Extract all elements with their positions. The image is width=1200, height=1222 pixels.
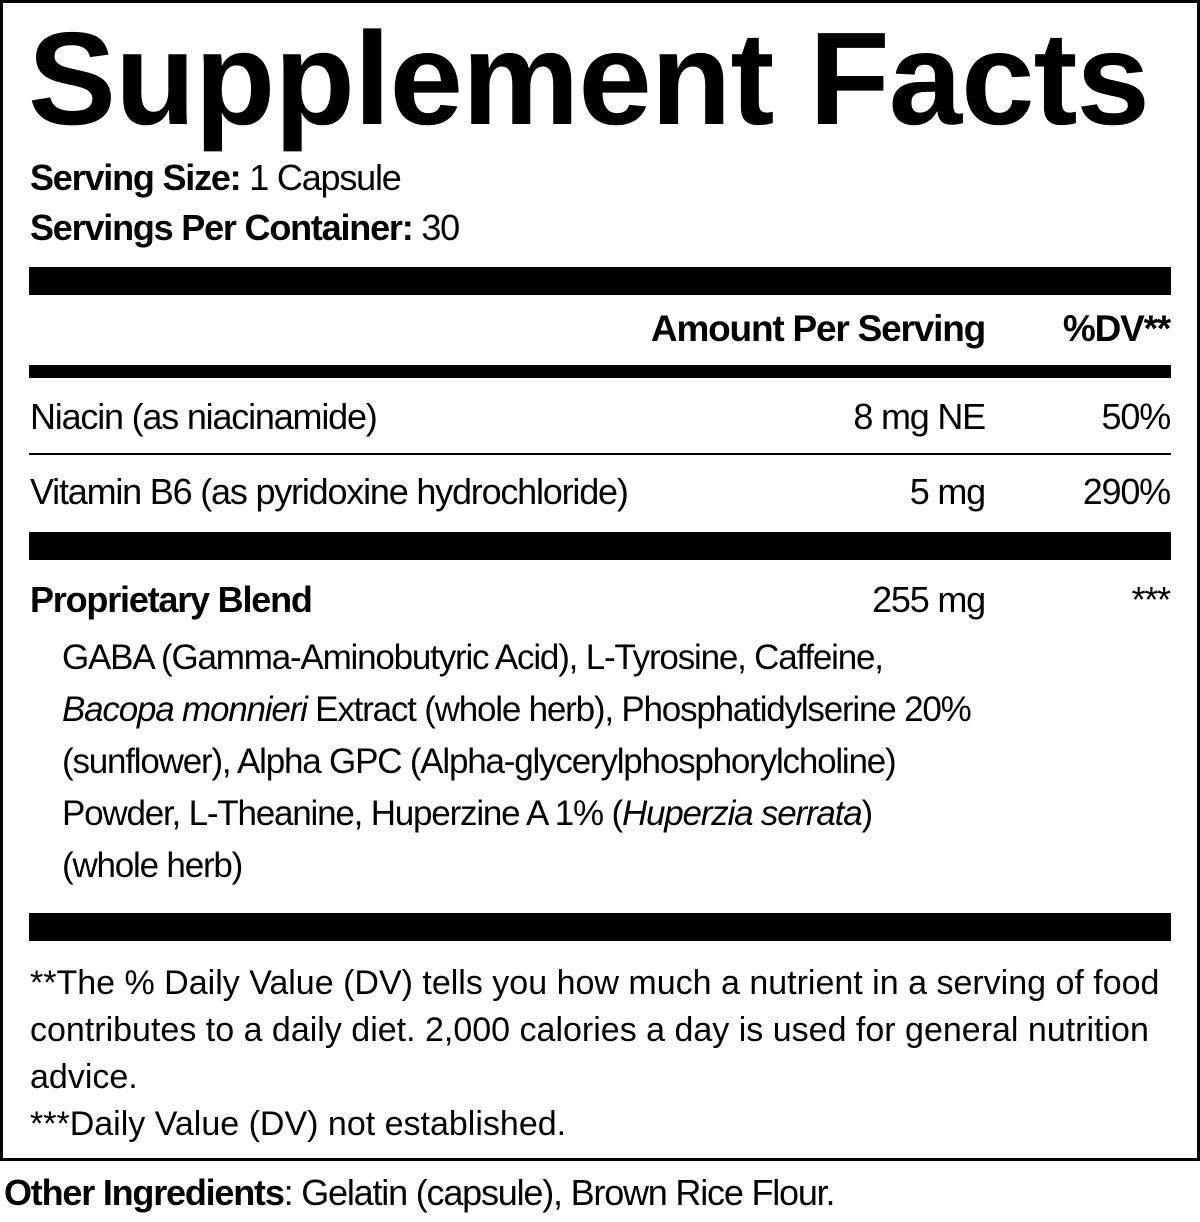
dv-footnote: **The % Daily Value (DV) tells you how m… <box>30 964 1160 1096</box>
thick-divider <box>29 267 1171 295</box>
medium-divider <box>29 365 1171 378</box>
nutrient-amount: 5 mg <box>909 471 986 512</box>
ingredient-text: (sunflower), Alpha GPC (Alpha-glycerylph… <box>62 742 897 781</box>
panel-title: Supplement Facts <box>28 5 1150 152</box>
thin-divider <box>29 453 1171 455</box>
blend-ingredients-line: Bacopa monnieri Extract (whole herb), Ph… <box>62 684 972 736</box>
thick-divider <box>29 913 1171 941</box>
dv-header: %DV** <box>1062 308 1171 349</box>
footnotes: **The % Daily Value (DV) tells you how m… <box>30 960 1170 1148</box>
not-established-footnote: ***Daily Value (DV) not established. <box>30 1105 567 1143</box>
serving-size: Serving Size: 1 Capsule <box>30 156 402 200</box>
blend-name: Proprietary Blend <box>30 579 313 620</box>
nutrient-name: Vitamin B6 (as pyridoxine hydrochloride) <box>30 471 629 512</box>
nutrient-dv: 290% <box>1082 471 1171 512</box>
ingredient-text: ) <box>861 794 873 833</box>
blend-ingredients-line: Powder, L-Theanine, Huperzine A 1% (Hupe… <box>62 788 873 840</box>
supplement-facts-panel <box>0 0 1200 1161</box>
serving-size-value: 1 Capsule <box>240 157 402 198</box>
serving-size-label: Serving Size: <box>30 157 242 198</box>
ingredient-text: Powder, L-Theanine, Huperzine A 1% ( <box>62 794 623 833</box>
ingredient-text: Extract (whole herb), Phosphatidylserine… <box>306 690 972 729</box>
blend-ingredients-line: GABA (Gamma-Aminobutyric Acid), L-Tyrosi… <box>62 632 884 684</box>
other-ingredients: Other Ingredients: Gelatin (capsule), Br… <box>4 1170 836 1216</box>
thick-divider <box>29 532 1171 560</box>
blend-dv: *** <box>1131 579 1172 620</box>
ingredient-text: (whole herb) <box>62 846 243 885</box>
servings-per-container: Servings Per Container: 30 <box>30 206 460 250</box>
amount-per-serving-header: Amount Per Serving <box>650 308 986 349</box>
ingredient-text-italic: Bacopa monnieri <box>62 690 308 729</box>
blend-ingredients-line: (sunflower), Alpha GPC (Alpha-glycerylph… <box>62 736 897 788</box>
servings-per-container-label: Servings Per Container: <box>30 207 414 248</box>
servings-per-container-value: 30 <box>412 207 460 248</box>
ingredient-text: GABA (Gamma-Aminobutyric Acid), L-Tyrosi… <box>62 638 884 677</box>
blend-amount: 255 mg <box>872 579 986 620</box>
nutrient-name: Niacin (as niacinamide) <box>30 396 378 437</box>
nutrient-amount: 8 mg NE <box>853 396 986 437</box>
other-ingredients-value: : Gelatin (capsule), Brown Rice Flour. <box>283 1172 836 1213</box>
blend-ingredients-line: (whole herb) <box>62 840 243 892</box>
other-ingredients-label: Other Ingredients <box>4 1172 285 1213</box>
ingredient-text-italic: Huperzia serrata <box>621 794 863 833</box>
nutrient-dv: 50% <box>1101 396 1172 437</box>
